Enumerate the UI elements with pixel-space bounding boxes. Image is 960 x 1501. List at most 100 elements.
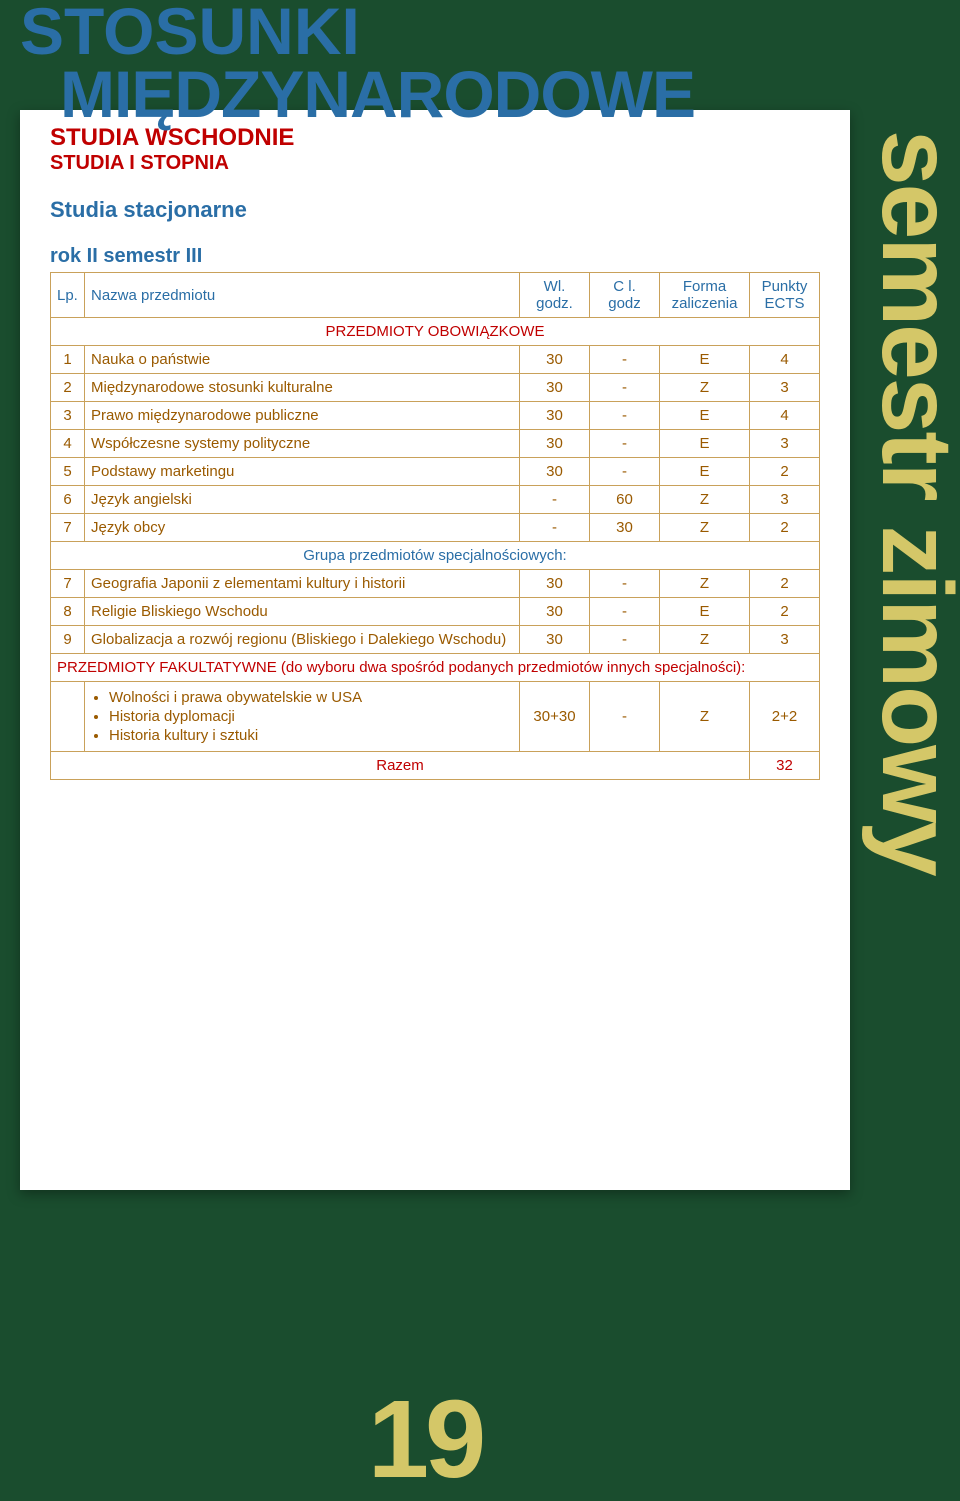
elective-bullets-row: Wolności i prawa obywatelskie w USA Histo… — [51, 682, 820, 752]
subject-name: Globalizacja a rozwój regionu (Bliskiego… — [85, 626, 520, 654]
table-row: 7Język obcy-30Z2 — [51, 514, 820, 542]
faculty-title-line2: MIĘDZYNARODOWE — [20, 63, 695, 126]
cell: 4 — [750, 402, 820, 430]
col-forma: Forma zaliczenia — [660, 273, 750, 318]
section-label: PRZEDMIOTY OBOWIĄZKOWE — [51, 318, 820, 346]
cell: Z — [660, 626, 750, 654]
cell: - — [590, 346, 660, 374]
sidebar-semester-label: semestr zimowy — [852, 130, 960, 1190]
cell: 2 — [750, 458, 820, 486]
table-header-row: Lp. Nazwa przedmiotu Wl. godz. C l. godz… — [51, 273, 820, 318]
col-punkty: Punkty ECTS — [750, 273, 820, 318]
cell: 3 — [750, 374, 820, 402]
subject-name: Współczesne systemy polityczne — [85, 430, 520, 458]
subject-name: Nauka o państwie — [85, 346, 520, 374]
curriculum-table: Lp. Nazwa przedmiotu Wl. godz. C l. godz… — [50, 272, 820, 780]
cell: - — [590, 682, 660, 752]
table-row: 8Religie Bliskiego Wschodu30-E2 — [51, 598, 820, 626]
cell: - — [520, 486, 590, 514]
cell: 3 — [51, 402, 85, 430]
subject-name: Język angielski — [85, 486, 520, 514]
cell: 4 — [51, 430, 85, 458]
cell: 2 — [750, 514, 820, 542]
table-row: 3Prawo międzynarodowe publiczne30-E4 — [51, 402, 820, 430]
page-number: 19 — [0, 1385, 850, 1495]
cell: 3 — [750, 430, 820, 458]
cell: 2+2 — [750, 682, 820, 752]
degree-heading: STUDIA I STOPNIA — [50, 152, 828, 175]
bullet-item: Wolności i prawa obywatelskie w USA — [109, 689, 513, 706]
section-row: PRZEDMIOTY OBOWIĄZKOWE — [51, 318, 820, 346]
cell: E — [660, 458, 750, 486]
cell: E — [660, 346, 750, 374]
total-value: 32 — [750, 752, 820, 780]
cell: E — [660, 430, 750, 458]
cell: 30 — [520, 346, 590, 374]
col-c: C l. godz — [590, 273, 660, 318]
cell: 7 — [51, 514, 85, 542]
cell: 3 — [750, 486, 820, 514]
table-body: PRZEDMIOTY OBOWIĄZKOWE1Nauka o państwie3… — [51, 318, 820, 780]
cell: 3 — [750, 626, 820, 654]
cell: 2 — [750, 598, 820, 626]
cell: 30 — [520, 430, 590, 458]
cell: 30+30 — [520, 682, 590, 752]
page-card: STOSUNKI MIĘDZYNARODOWE STUDIA WSCHODNIE… — [20, 110, 850, 1190]
bullet-item: Historia dyplomacji — [109, 708, 513, 725]
col-wl: Wl. godz. — [520, 273, 590, 318]
cell: - — [590, 374, 660, 402]
elective-bullets: Wolności i prawa obywatelskie w USA Histo… — [85, 682, 520, 752]
cell: 30 — [520, 626, 590, 654]
cell: 6 — [51, 486, 85, 514]
cell: - — [590, 430, 660, 458]
subject-name: Międzynarodowe stosunki kulturalne — [85, 374, 520, 402]
faculty-title: STOSUNKI MIĘDZYNARODOWE — [20, 0, 695, 125]
subject-name: Język obcy — [85, 514, 520, 542]
cell: 30 — [520, 598, 590, 626]
mode-heading: Studia stacjonarne — [50, 197, 828, 223]
year-heading: rok II semestr III — [50, 245, 828, 268]
cell: - — [590, 458, 660, 486]
subject-name: Prawo międzynarodowe publiczne — [85, 402, 520, 430]
cell: - — [590, 626, 660, 654]
elective-header: PRZEDMIOTY FAKULTATYWNE (do wyboru dwa s… — [51, 654, 820, 682]
cell: 30 — [520, 402, 590, 430]
bullet-item: Historia kultury i sztuki — [109, 727, 513, 744]
subject-name: Geografia Japonii z elementami kultury i… — [85, 570, 520, 598]
cell: 4 — [750, 346, 820, 374]
cell: 30 — [520, 458, 590, 486]
cell: 2 — [51, 374, 85, 402]
section-label: Grupa przedmiotów specjalnościowych: — [51, 542, 820, 570]
col-lp: Lp. — [51, 273, 85, 318]
cell: 9 — [51, 626, 85, 654]
cell: E — [660, 598, 750, 626]
cell: E — [660, 402, 750, 430]
table-row: 9Globalizacja a rozwój regionu (Bliskieg… — [51, 626, 820, 654]
cell: - — [590, 402, 660, 430]
cell: Z — [660, 514, 750, 542]
section-row: Grupa przedmiotów specjalnościowych: — [51, 542, 820, 570]
elective-header-row: PRZEDMIOTY FAKULTATYWNE (do wyboru dwa s… — [51, 654, 820, 682]
cell: Z — [660, 374, 750, 402]
cell: - — [590, 598, 660, 626]
total-label: Razem — [51, 752, 750, 780]
subject-name: Religie Bliskiego Wschodu — [85, 598, 520, 626]
cell: Z — [660, 486, 750, 514]
cell: 30 — [520, 570, 590, 598]
table-row: 1Nauka o państwie30-E4 — [51, 346, 820, 374]
table-row: 4Współczesne systemy polityczne30-E3 — [51, 430, 820, 458]
table-row: 7Geografia Japonii z elementami kultury … — [51, 570, 820, 598]
cell: Z — [660, 570, 750, 598]
cell: 8 — [51, 598, 85, 626]
cell: 30 — [590, 514, 660, 542]
cell: 2 — [750, 570, 820, 598]
cell: Z — [660, 682, 750, 752]
col-name: Nazwa przedmiotu — [85, 273, 520, 318]
table-row: 6Język angielski-60Z3 — [51, 486, 820, 514]
cell: 60 — [590, 486, 660, 514]
subject-name: Podstawy marketingu — [85, 458, 520, 486]
cell: 5 — [51, 458, 85, 486]
cell: 1 — [51, 346, 85, 374]
cell: 7 — [51, 570, 85, 598]
table-row: 2Międzynarodowe stosunki kulturalne30-Z3 — [51, 374, 820, 402]
